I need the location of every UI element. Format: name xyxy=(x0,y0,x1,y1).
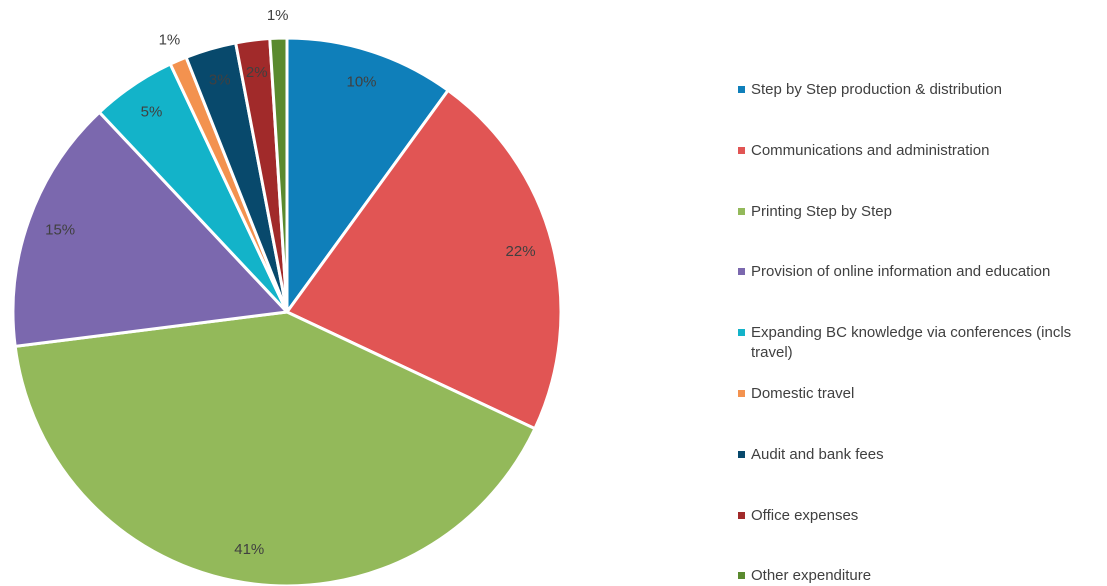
legend-label: Other expenditure xyxy=(751,567,872,585)
data-label: 5% xyxy=(141,104,163,121)
legend-item: Domestic travel xyxy=(738,384,1098,404)
legend-item: Other expenditure xyxy=(738,566,1098,586)
data-label: 1% xyxy=(267,7,289,24)
legend-label: Communications and administration xyxy=(751,141,990,159)
legend-item: Office expenses xyxy=(738,506,1098,526)
legend-swatch xyxy=(738,511,745,519)
legend-item: Step by Step production & distribution xyxy=(738,80,1098,100)
legend-item: Communications and administration xyxy=(738,141,1098,161)
legend-item: Printing Step by Step xyxy=(738,202,1098,222)
legend-label: Office expenses xyxy=(751,506,859,524)
data-label: 15% xyxy=(45,221,75,238)
legend-label: Provision of online information and educ… xyxy=(751,263,1051,281)
legend-label: Audit and bank fees xyxy=(751,445,884,463)
pie-slice xyxy=(11,110,291,349)
legend-swatch xyxy=(738,268,745,276)
data-label: 10% xyxy=(346,74,376,91)
legend-swatch xyxy=(738,146,745,154)
legend-swatch xyxy=(738,329,745,337)
legend-swatch xyxy=(738,450,745,458)
legend-swatch xyxy=(738,207,745,215)
legend-swatch xyxy=(738,572,745,580)
pie-slice xyxy=(13,310,537,586)
legend-swatch xyxy=(738,86,745,93)
data-label: 41% xyxy=(234,541,264,558)
legend-swatch xyxy=(738,390,745,397)
legend-label: Step by Step production & distribution xyxy=(751,81,1002,98)
legend-label: Domestic travel xyxy=(751,385,855,402)
pie-slice xyxy=(268,36,289,313)
legend-item: Provision of online information and educ… xyxy=(738,262,1098,282)
data-label: 22% xyxy=(506,243,536,260)
pie-slice xyxy=(285,36,451,317)
legend-label: Expanding BC knowledge via conferences (… xyxy=(751,324,1072,362)
data-label: 2% xyxy=(246,64,268,81)
legend-label: Printing Step by Step xyxy=(751,202,892,220)
legend-item: Expanding BC knowledge via conferences (… xyxy=(738,323,1098,363)
legend-item: Audit and bank fees xyxy=(738,445,1098,465)
data-label: 3% xyxy=(209,71,231,88)
data-label: 1% xyxy=(159,31,181,48)
